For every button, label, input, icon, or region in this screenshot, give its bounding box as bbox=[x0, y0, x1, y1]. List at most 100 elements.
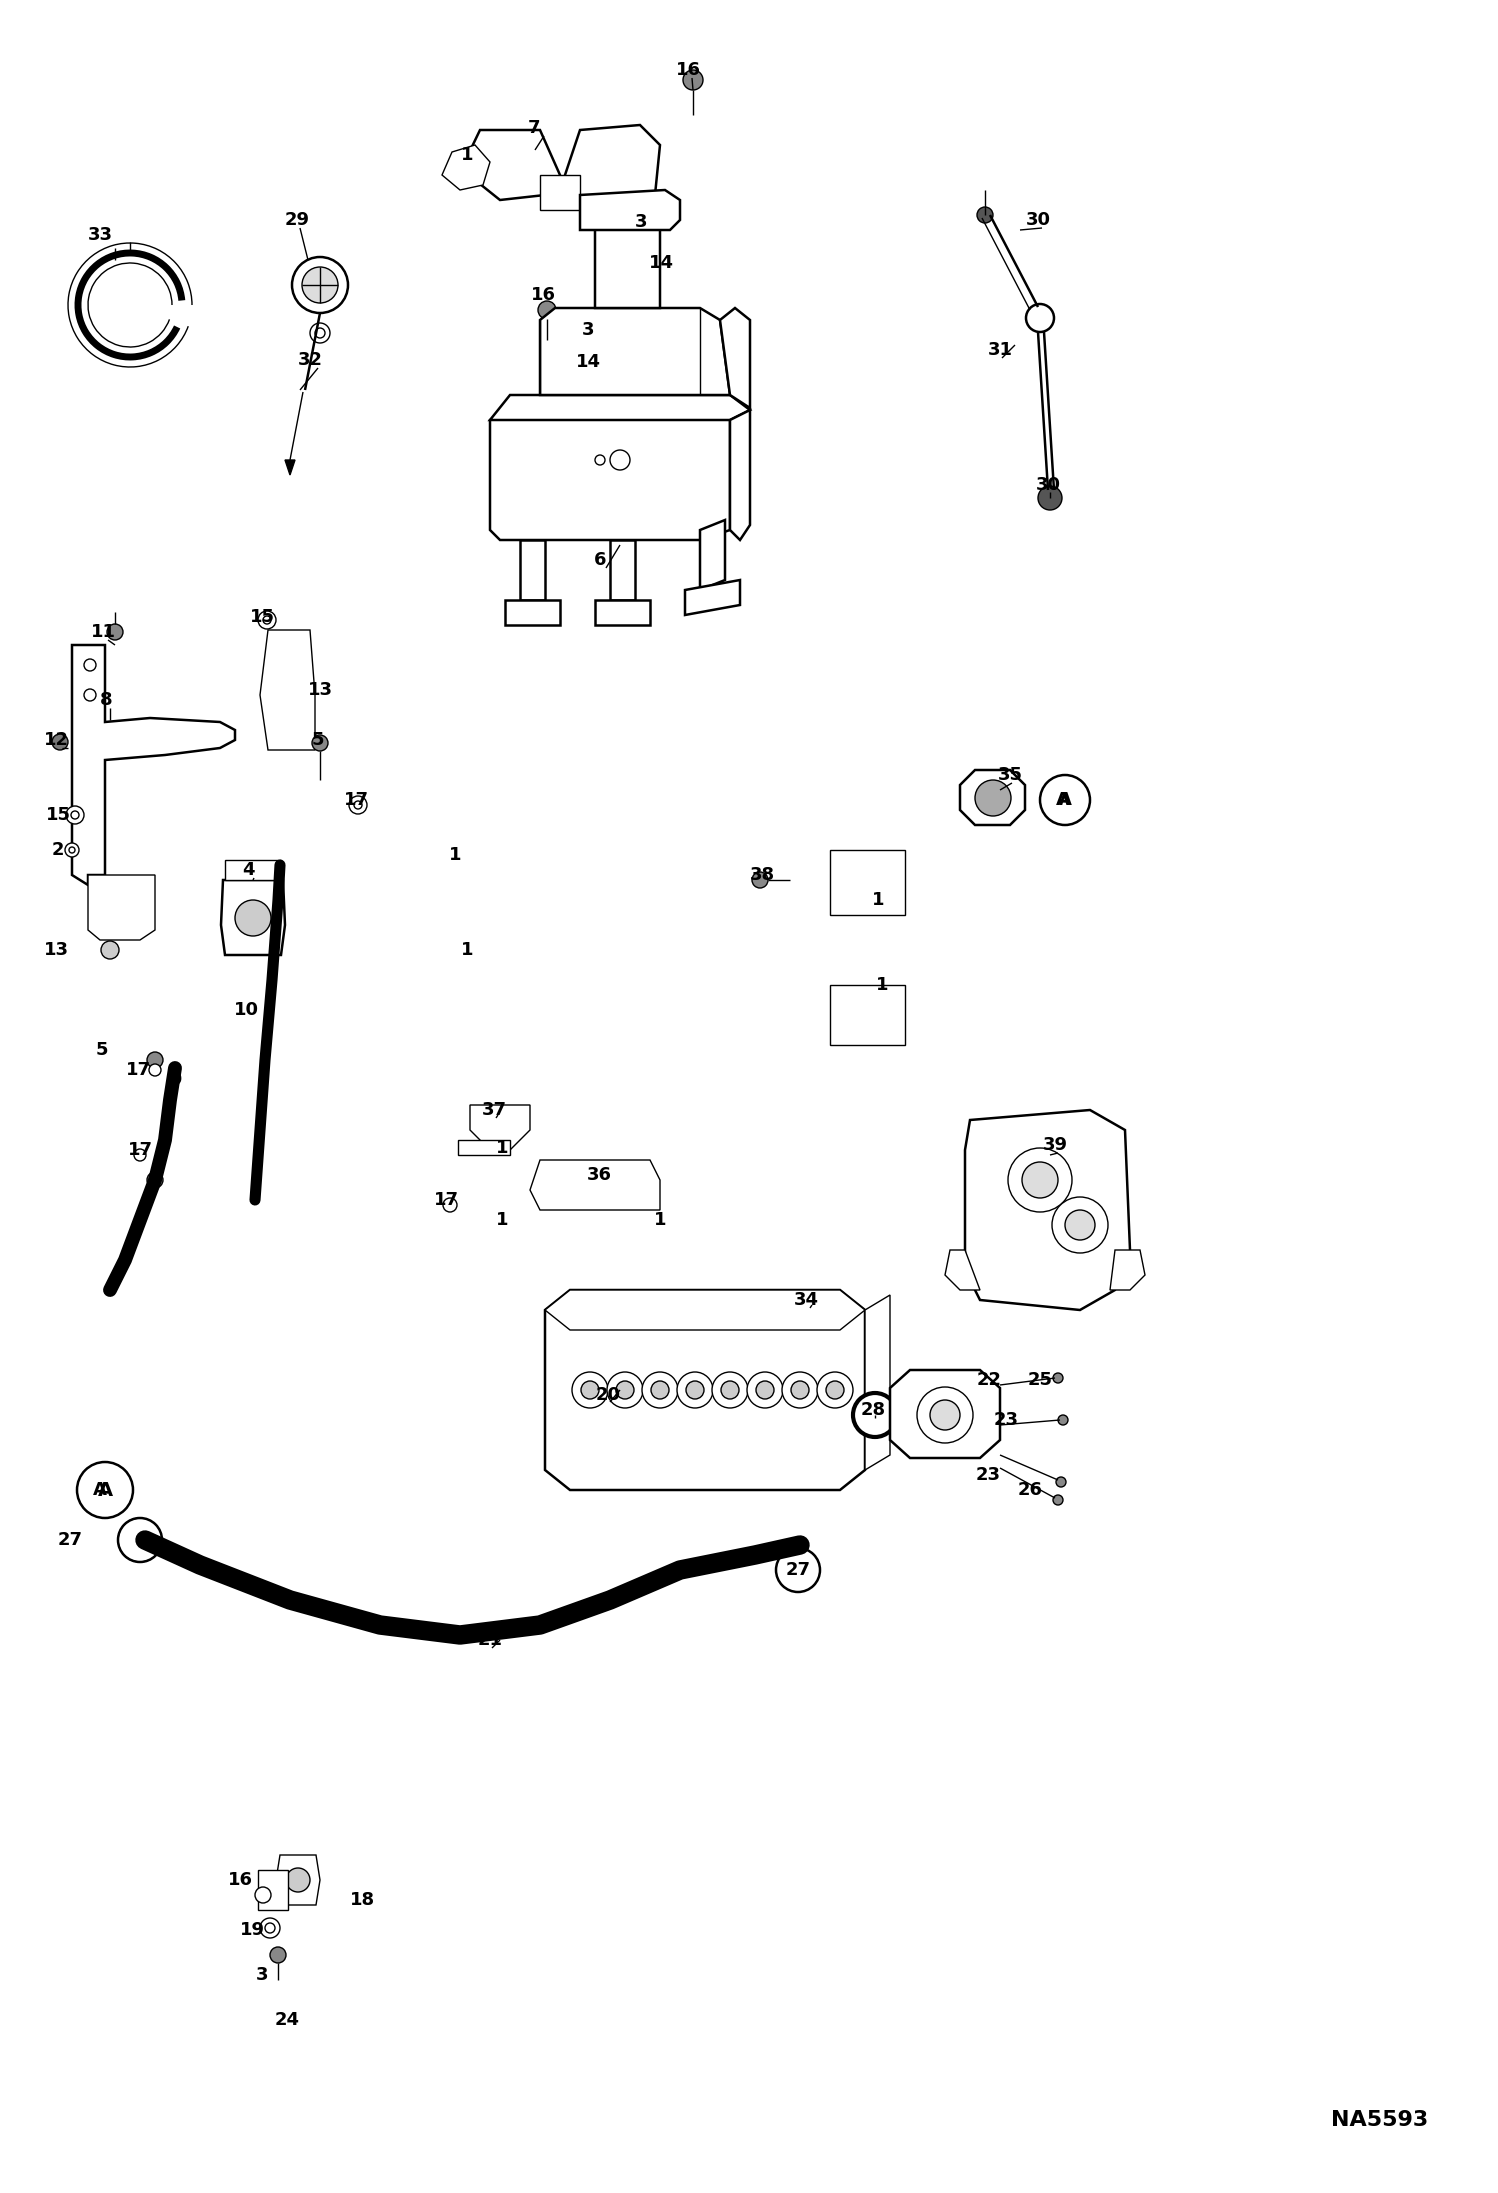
Polygon shape bbox=[610, 539, 635, 601]
Circle shape bbox=[686, 1382, 704, 1399]
Text: 1: 1 bbox=[876, 976, 888, 993]
Text: 8: 8 bbox=[100, 691, 112, 708]
Circle shape bbox=[635, 355, 655, 375]
Circle shape bbox=[270, 1947, 286, 1963]
Text: 22: 22 bbox=[977, 1371, 1002, 1388]
Polygon shape bbox=[685, 579, 740, 614]
Text: A: A bbox=[1059, 792, 1071, 809]
Circle shape bbox=[683, 70, 703, 90]
Text: 1: 1 bbox=[461, 941, 473, 958]
Text: 18: 18 bbox=[349, 1890, 374, 1908]
Polygon shape bbox=[467, 129, 560, 200]
Text: 11: 11 bbox=[90, 623, 115, 640]
Circle shape bbox=[258, 612, 276, 629]
Polygon shape bbox=[530, 1160, 661, 1211]
Polygon shape bbox=[442, 145, 490, 191]
Circle shape bbox=[292, 257, 348, 314]
Text: 38: 38 bbox=[749, 866, 774, 884]
Polygon shape bbox=[721, 307, 750, 408]
Circle shape bbox=[443, 1197, 457, 1213]
Circle shape bbox=[643, 1373, 679, 1408]
Text: 1: 1 bbox=[449, 846, 461, 864]
Text: 13: 13 bbox=[307, 682, 333, 700]
Text: 2: 2 bbox=[52, 840, 64, 860]
Polygon shape bbox=[539, 307, 730, 395]
Polygon shape bbox=[258, 1871, 288, 1910]
Text: 27: 27 bbox=[57, 1531, 82, 1548]
Text: 25: 25 bbox=[1028, 1371, 1053, 1388]
Polygon shape bbox=[539, 175, 580, 211]
Circle shape bbox=[782, 1373, 818, 1408]
Polygon shape bbox=[595, 601, 650, 625]
Text: 17: 17 bbox=[433, 1191, 458, 1208]
Circle shape bbox=[1056, 1478, 1067, 1487]
Text: 3: 3 bbox=[635, 213, 647, 230]
Circle shape bbox=[975, 781, 1011, 816]
Polygon shape bbox=[222, 879, 285, 954]
Circle shape bbox=[118, 1518, 162, 1561]
Circle shape bbox=[572, 1373, 608, 1408]
Polygon shape bbox=[700, 520, 725, 590]
Circle shape bbox=[261, 1919, 280, 1939]
Circle shape bbox=[106, 625, 123, 640]
Text: 35: 35 bbox=[998, 765, 1023, 785]
Circle shape bbox=[1065, 1211, 1095, 1239]
Polygon shape bbox=[490, 410, 730, 539]
Text: 20: 20 bbox=[596, 1386, 620, 1404]
Circle shape bbox=[1053, 1496, 1064, 1504]
Circle shape bbox=[652, 1382, 670, 1399]
Text: 21: 21 bbox=[478, 1632, 502, 1649]
Circle shape bbox=[538, 300, 556, 318]
Circle shape bbox=[133, 1149, 145, 1160]
Text: 14: 14 bbox=[649, 254, 674, 272]
Circle shape bbox=[52, 735, 67, 750]
Text: 16: 16 bbox=[676, 61, 701, 79]
Circle shape bbox=[147, 1171, 163, 1189]
Polygon shape bbox=[490, 395, 750, 421]
Bar bbox=[830, 851, 905, 914]
Circle shape bbox=[1022, 1162, 1058, 1197]
Text: NA5593: NA5593 bbox=[1332, 2110, 1429, 2129]
Circle shape bbox=[712, 1373, 748, 1408]
Circle shape bbox=[1053, 1373, 1064, 1384]
Circle shape bbox=[84, 689, 96, 702]
Circle shape bbox=[634, 228, 658, 252]
Text: 6: 6 bbox=[593, 550, 607, 568]
Polygon shape bbox=[285, 461, 295, 476]
Polygon shape bbox=[225, 860, 282, 879]
Text: A: A bbox=[97, 1480, 112, 1500]
Text: 17: 17 bbox=[127, 1140, 153, 1158]
Circle shape bbox=[581, 1382, 599, 1399]
Circle shape bbox=[620, 300, 640, 320]
Circle shape bbox=[1038, 487, 1062, 511]
Polygon shape bbox=[470, 1105, 530, 1149]
Polygon shape bbox=[965, 1110, 1129, 1309]
Polygon shape bbox=[88, 875, 154, 941]
Circle shape bbox=[303, 268, 339, 303]
Text: 12: 12 bbox=[43, 730, 69, 750]
Polygon shape bbox=[72, 645, 235, 886]
Circle shape bbox=[752, 873, 768, 888]
Polygon shape bbox=[565, 125, 661, 211]
Circle shape bbox=[148, 1064, 160, 1077]
Text: 1: 1 bbox=[496, 1138, 508, 1158]
Text: 36: 36 bbox=[587, 1167, 611, 1184]
Text: 27: 27 bbox=[785, 1561, 810, 1579]
Text: 16: 16 bbox=[228, 1871, 253, 1888]
Circle shape bbox=[310, 322, 330, 342]
Circle shape bbox=[264, 616, 271, 625]
Text: 29: 29 bbox=[285, 211, 310, 228]
Text: 23: 23 bbox=[975, 1465, 1001, 1485]
Polygon shape bbox=[261, 629, 315, 750]
Circle shape bbox=[1040, 774, 1091, 825]
Circle shape bbox=[265, 1923, 276, 1932]
Text: 37: 37 bbox=[481, 1101, 506, 1118]
Text: 32: 32 bbox=[298, 351, 322, 368]
Circle shape bbox=[748, 1373, 783, 1408]
Text: 19: 19 bbox=[240, 1921, 265, 1939]
Polygon shape bbox=[595, 219, 661, 307]
Circle shape bbox=[610, 450, 631, 469]
Circle shape bbox=[825, 1382, 843, 1399]
Text: 15: 15 bbox=[45, 807, 70, 825]
Circle shape bbox=[640, 235, 652, 246]
